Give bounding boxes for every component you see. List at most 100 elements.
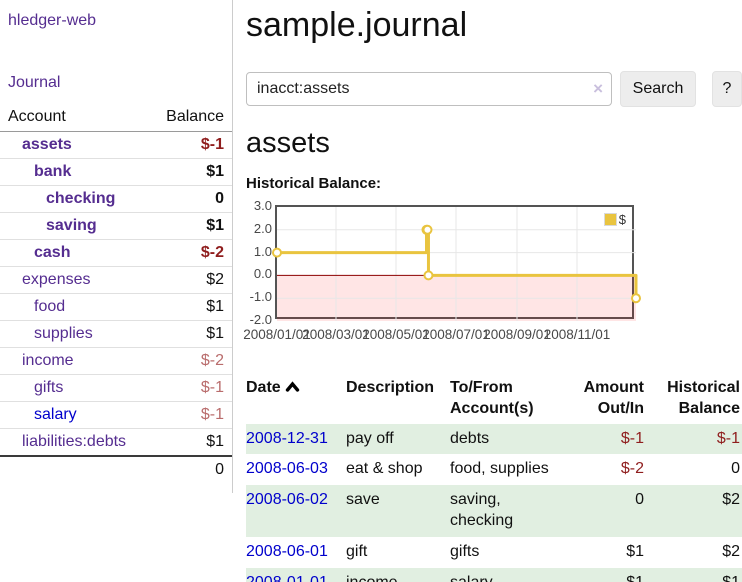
transaction-amount: $-1 (620, 429, 644, 447)
y-axis-tick-label: -1.0 (249, 289, 272, 305)
chart-plot-area: $ (272, 205, 641, 321)
accounts-total-row: 0 (0, 455, 232, 483)
account-link[interactable]: gifts (34, 379, 64, 396)
sidebar-item-journal[interactable]: Journal (8, 74, 61, 91)
search-form: × Search ? (246, 71, 742, 107)
account-link[interactable]: income (22, 352, 74, 369)
y-axis-tick-label: 0.0 (253, 266, 272, 282)
clear-search-icon[interactable]: × (593, 79, 603, 98)
help-button[interactable]: ? (712, 71, 742, 107)
account-heading: assets (246, 127, 330, 159)
description-column-header: Description (346, 379, 435, 396)
historical-balance-chart: 3.0 2.0 1.0 0.0 -1.0 -2.0 $ 2008/01/01 2008/03… (243, 198, 742, 351)
chart-svg (272, 207, 641, 321)
transaction-date-link[interactable]: 2008-12-31 (246, 429, 328, 447)
transaction-balance: 0 (731, 460, 740, 478)
accounts-total-value: 0 (149, 455, 232, 483)
account-row: assets $-1 (0, 132, 232, 159)
transaction-date-link[interactable]: 2008-01-01 (246, 574, 328, 582)
app-brand-link[interactable]: hledger-web (8, 12, 97, 29)
account-column-header: Account (0, 104, 150, 132)
transaction-accounts: saving, checking (450, 491, 514, 529)
x-axis-tick-label: 2008/03/01 (302, 327, 370, 342)
account-link[interactable]: checking (46, 190, 116, 207)
x-axis-tick-label: 2008/09/01 (483, 327, 551, 342)
x-axis-tick-label: 2008/05/01 (362, 327, 430, 342)
account-balance: $2 (149, 266, 232, 294)
account-row: cash $-2 (0, 239, 232, 267)
accounts-header-row: Account Balance (0, 104, 232, 132)
transaction-date-link[interactable]: 2008-06-01 (246, 542, 328, 560)
transaction-amount: $1 (560, 568, 646, 582)
account-row: liabilities:debts $1 (0, 428, 232, 456)
account-row: expenses $2 (0, 266, 232, 294)
data-point-marker (423, 270, 434, 281)
transaction-description: income (346, 568, 450, 582)
search-button[interactable]: Search (620, 71, 696, 107)
data-point-marker (422, 224, 433, 235)
sort-asc-icon (285, 379, 300, 400)
account-row: checking 0 (0, 185, 232, 213)
accounts-table: Account Balance assets $-1 bank $1 checking 0… (0, 104, 232, 483)
account-balance: $-1 (149, 401, 232, 429)
chart-title: Historical Balance: (246, 175, 382, 192)
sidebar: hledger-web Journal Account Balance asse… (0, 0, 233, 582)
chart-legend: $ (603, 212, 626, 227)
accounts-column-header: To/From Account(s) (450, 379, 534, 417)
date-column-header[interactable]: Date (246, 375, 346, 424)
transaction-balance: $1 (646, 568, 742, 582)
transaction-amount: $1 (626, 542, 644, 560)
account-row: bank $1 (0, 158, 232, 186)
y-axis-tick-label: 1.0 (253, 243, 272, 259)
account-balance: $1 (149, 293, 232, 321)
page-title: sample.journal (246, 6, 468, 44)
amount-column-header: Amount Out/In (583, 379, 644, 417)
transaction-date-link[interactable]: 2008-06-02 (246, 491, 328, 509)
transaction-row: 2008-01-01incomesalary$1$1 (246, 567, 742, 582)
account-link[interactable]: supplies (34, 325, 93, 342)
x-axis-tick-label: 2008/11/01 (543, 327, 611, 342)
transaction-description: gift (346, 542, 368, 560)
balance-column-header-txns: Historical Balance (667, 379, 740, 417)
transaction-date-link[interactable]: 2008-06-03 (246, 460, 328, 478)
transaction-accounts: food, supplies (450, 460, 549, 478)
account-balance: $1 (149, 320, 232, 348)
transaction-accounts: debts (450, 429, 490, 447)
account-row: income $-2 (0, 347, 232, 375)
sidebar-inner: hledger-web Journal Account Balance asse… (0, 0, 233, 493)
account-link[interactable]: cash (34, 244, 71, 261)
data-point-marker (272, 247, 282, 258)
y-axis-tick-label: 3.0 (253, 198, 272, 213)
account-balance: $1 (149, 158, 232, 186)
search-input[interactable] (246, 72, 612, 106)
account-link[interactable]: expenses (22, 271, 91, 288)
account-balance: $1 (149, 212, 232, 240)
account-link[interactable]: salary (34, 406, 77, 423)
x-axis-tick-label: 2008/07/01 (422, 327, 490, 342)
x-axis-tick-label: 2008/01/01 (243, 327, 311, 342)
transaction-balance: $2 (722, 491, 740, 509)
account-link[interactable]: assets (22, 136, 72, 153)
transaction-row: 2008-06-02 save saving, checking 0 $2 (246, 485, 742, 537)
transaction-description: save (346, 491, 380, 509)
transaction-row: 2008-06-03 eat & shop food, supplies $-2 0 (246, 454, 742, 485)
account-balance: $-1 (200, 136, 224, 153)
account-row: salary $-1 (0, 401, 232, 429)
transactions-table: Date Description To/From Account(s) Amou… (246, 375, 742, 582)
data-point-marker (631, 293, 641, 304)
account-link[interactable]: food (34, 298, 66, 315)
y-axis-tick-label: 2.0 (253, 220, 272, 236)
transaction-accounts: salary (450, 568, 560, 582)
transaction-amount: 0 (635, 491, 644, 509)
legend-label: $ (618, 212, 626, 227)
account-row: supplies $1 (0, 320, 232, 348)
account-balance: $-2 (149, 347, 232, 375)
account-balance: $1 (149, 428, 232, 456)
account-link[interactable]: saving (46, 217, 97, 234)
transaction-accounts: gifts (450, 542, 480, 560)
account-row: food $1 (0, 293, 232, 321)
account-link[interactable]: bank (34, 163, 72, 180)
transaction-description: eat & shop (346, 460, 423, 478)
account-link[interactable]: liabilities:debts (22, 433, 127, 450)
transaction-balance: $2 (722, 542, 740, 560)
